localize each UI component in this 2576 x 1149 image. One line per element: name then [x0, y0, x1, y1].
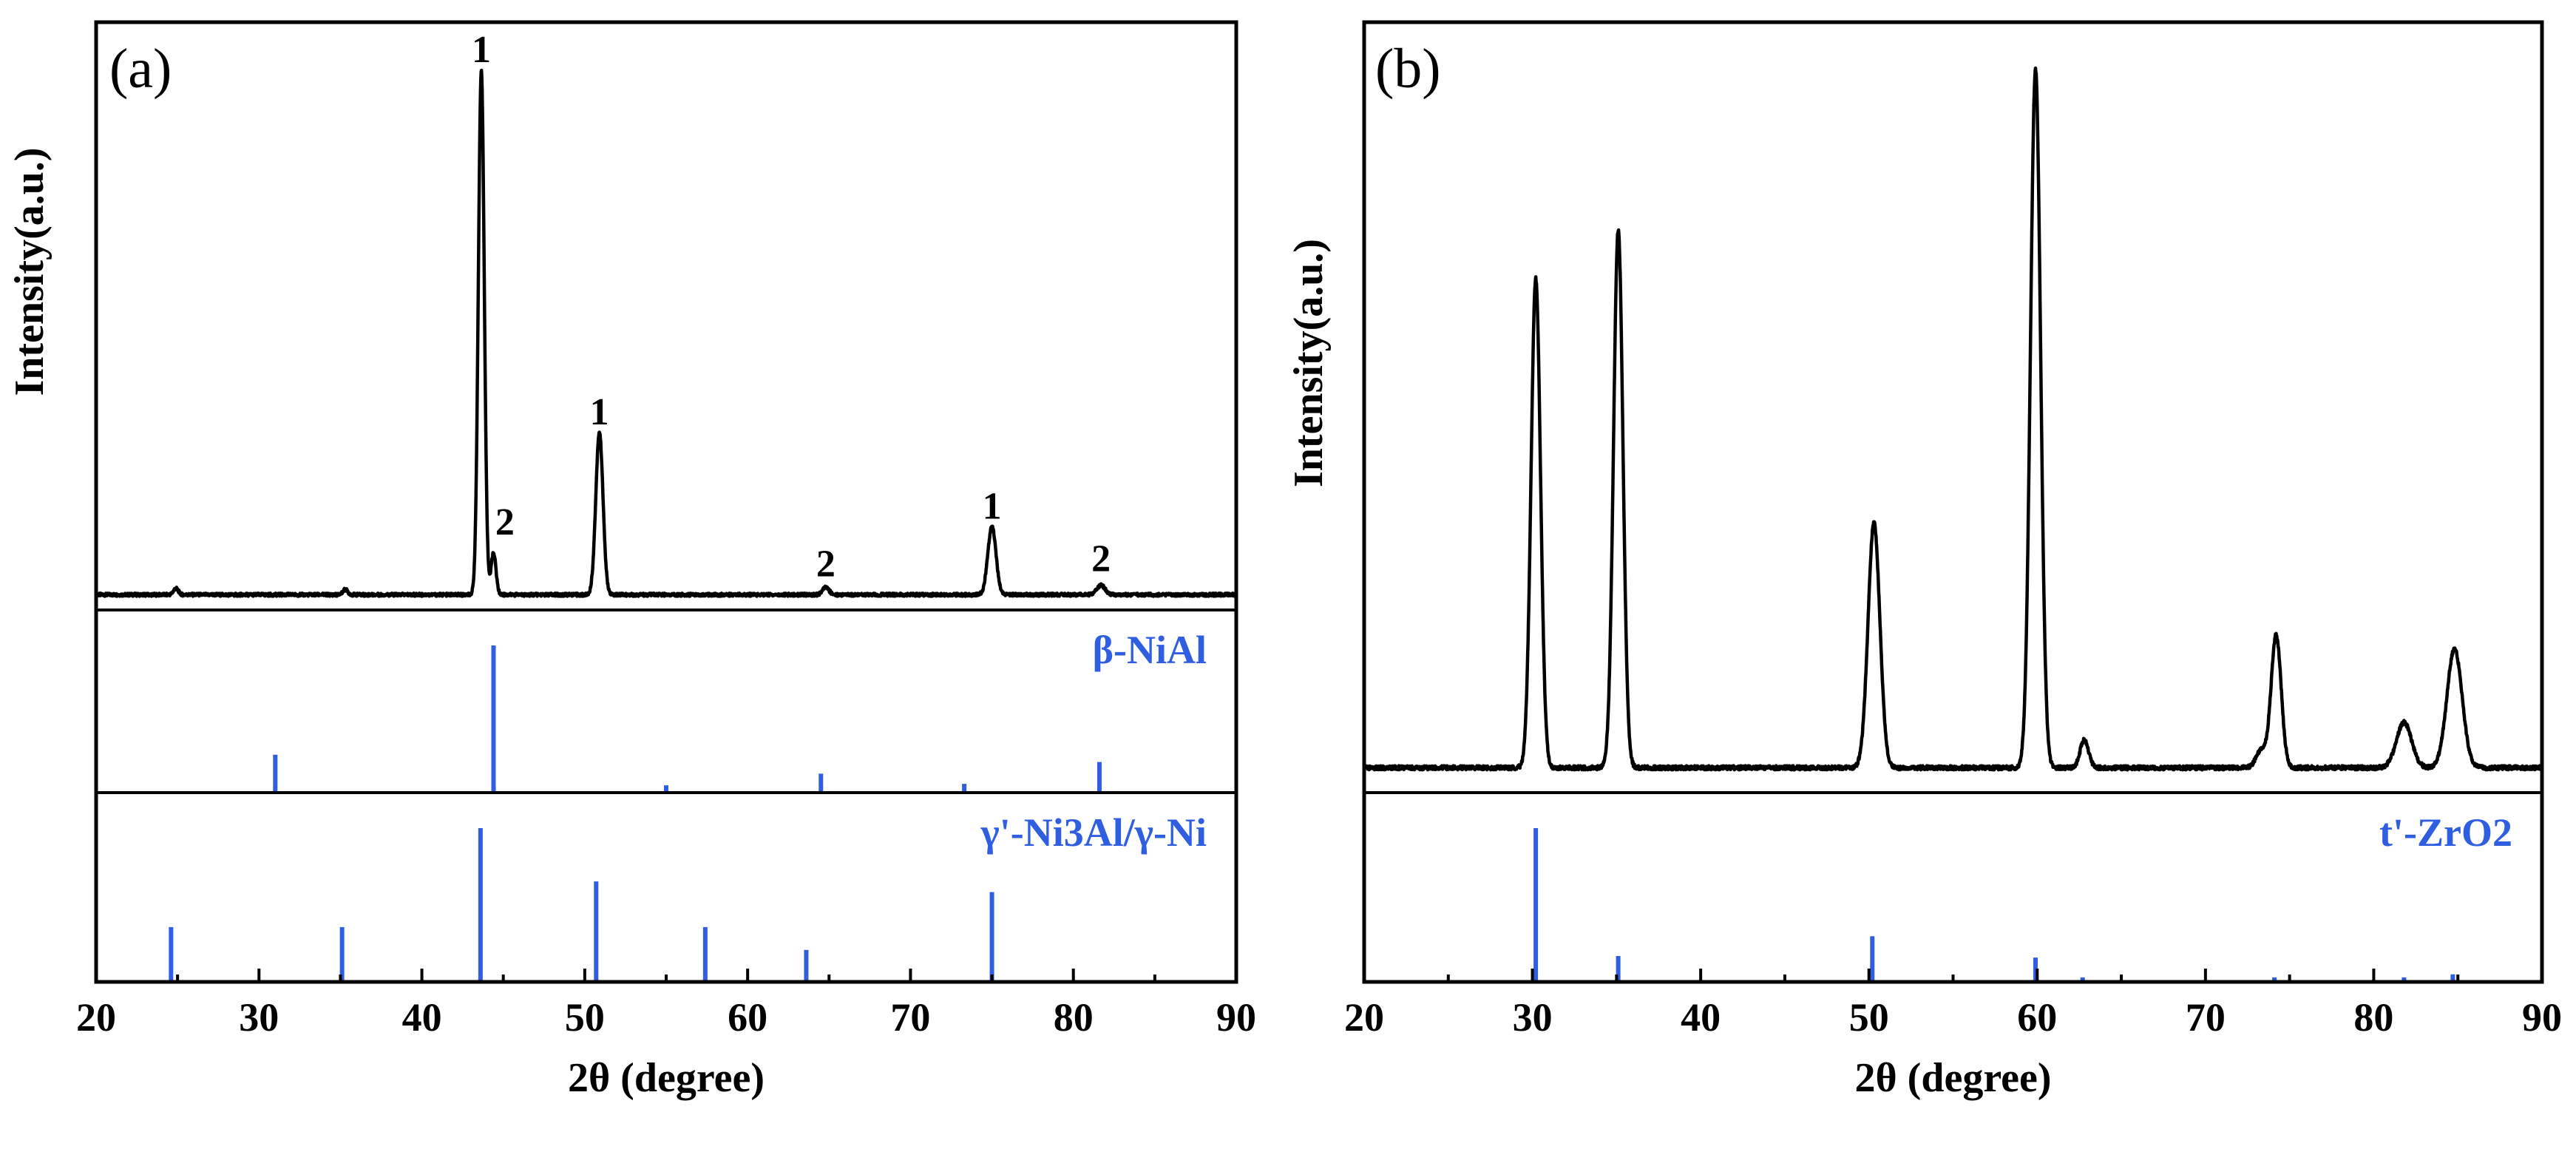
x-tick-label: 30	[1513, 995, 1553, 1040]
peak-label: 1	[472, 29, 491, 71]
x-tick-label: 90	[2522, 995, 2562, 1040]
x-tick-label: 50	[1849, 995, 1889, 1040]
xrd-panel-b: t'-ZrO2 20 30 40 50 60 70 80 90 2θ (degree) Intens…	[1286, 20, 2562, 1101]
reference-phase-label: γ'-Ni3Al/γ-Ni	[980, 810, 1207, 855]
x-tick-label: 60	[2017, 995, 2057, 1040]
x-tick-label: 30	[239, 995, 279, 1040]
xrd-trace-line	[94, 68, 1238, 598]
xrd-trace-line	[1362, 66, 2544, 772]
reference-phase-label: t'-ZrO2	[2379, 810, 2512, 855]
panel-label: (b)	[1375, 38, 1441, 100]
x-axis-label: 2θ (degree)	[568, 1055, 765, 1101]
x-tick-label: 80	[2353, 995, 2393, 1040]
x-axis-label: 2θ (degree)	[1854, 1055, 2051, 1101]
x-tick-label: 20	[76, 995, 116, 1040]
panel-label: (a)	[109, 38, 172, 100]
y-axis-label: Intensity(a.u.)	[1286, 239, 1332, 487]
x-tick-label: 60	[728, 995, 767, 1040]
x-tick-label: 90	[1216, 995, 1256, 1040]
reference-phase-label: β-NiAl	[1093, 628, 1207, 672]
peak-label: 1	[983, 485, 1002, 527]
peak-label: 2	[1091, 538, 1111, 580]
peak-label: 2	[495, 501, 515, 543]
x-tick-label: 40	[1681, 995, 1721, 1040]
x-tick-label: 70	[890, 995, 930, 1040]
peak-label: 1	[590, 391, 609, 433]
x-tick-label: 40	[402, 995, 442, 1040]
x-tick-label: 50	[565, 995, 605, 1040]
y-axis-label: Intensity(a.u.)	[7, 147, 52, 396]
x-tick-label: 20	[1344, 995, 1384, 1040]
x-tick-label: 80	[1054, 995, 1094, 1040]
xrd-panel-a: 1 2 1 2 1 2 β-NiAl γ'-Ni3Al/γ-Ni 20 30 40 50 60 70 80 9…	[7, 20, 1256, 1101]
peak-label: 2	[816, 543, 835, 586]
x-tick-label: 70	[2186, 995, 2226, 1040]
